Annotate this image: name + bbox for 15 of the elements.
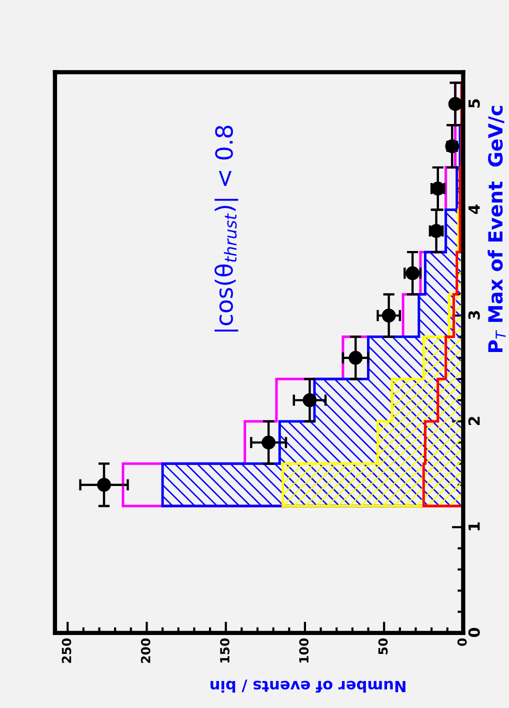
x-tick-label: 250: [62, 638, 72, 663]
y-axis-title: P$_{T}$ Max of Event GeV/c: [488, 106, 506, 352]
x-tick-label: 150: [220, 638, 230, 662]
y-tick-label: 0: [468, 628, 480, 638]
y-tick-label: 3: [468, 310, 480, 320]
y-tick-label: 1: [468, 522, 480, 530]
x-axis-title: Number of events / bin: [210, 680, 406, 693]
x-tick-label: 0: [457, 638, 467, 646]
y-tick-label: 2: [468, 416, 480, 425]
x-tick-label: 50: [378, 638, 388, 654]
y-tick-label: 5: [468, 99, 480, 108]
x-tick-label: 200: [140, 638, 150, 663]
x-tick-label: 100: [299, 638, 309, 662]
y-tick-label: 4: [468, 204, 480, 214]
annotation: |cos(θ$_{thrust}$)| < 0.8: [214, 126, 238, 332]
